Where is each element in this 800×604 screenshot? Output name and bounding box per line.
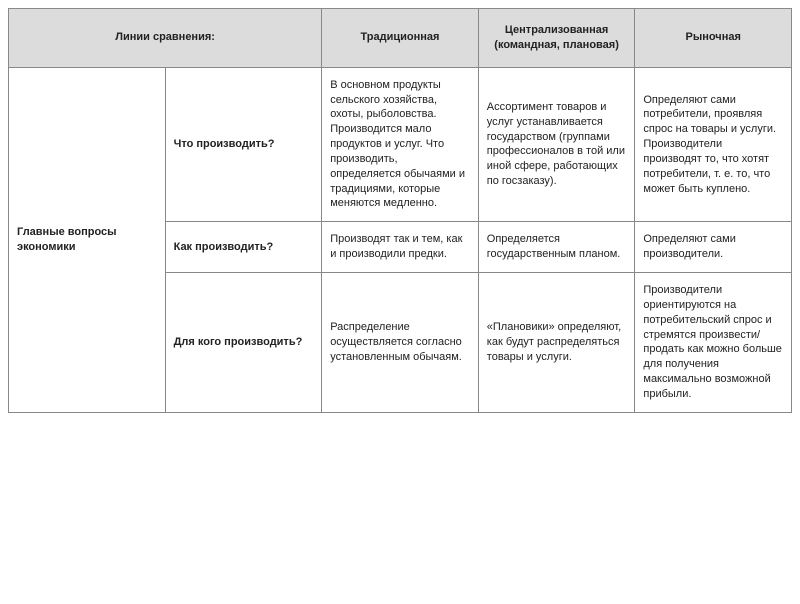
cell-traditional: В основном продукты сельского хозяйства,… [322,67,479,222]
question-cell: Что производить? [165,67,322,222]
header-comparison-lines: Линии сравнения: [9,9,322,68]
question-cell: Как производить? [165,222,322,273]
cell-centralized: «Плановики» определяют, как будут распре… [478,272,635,412]
cell-centralized: Ассортимент товаров и услуг устанавливае… [478,67,635,222]
header-centralized: Централизованная (командная, плановая) [478,9,635,68]
cell-traditional: Распределение осуществляется согласно ус… [322,272,479,412]
cell-market: Определяют сами производители. [635,222,792,273]
cell-market: Определяют сами потребители, проявляя сп… [635,67,792,222]
row-group-label: Главные вопросы экономики [9,67,166,412]
table-row: Главные вопросы экономики Что производит… [9,67,792,222]
header-traditional: Традиционная [322,9,479,68]
cell-market: Производители ориентируются на потребите… [635,272,792,412]
comparison-table: Линии сравнения: Традиционная Централизо… [8,8,792,413]
cell-centralized: Определяется государственным планом. [478,222,635,273]
question-cell: Для кого производить? [165,272,322,412]
header-market: Рыночная [635,9,792,68]
cell-traditional: Производят так и тем, как и производили … [322,222,479,273]
table-header-row: Линии сравнения: Традиционная Централизо… [9,9,792,68]
